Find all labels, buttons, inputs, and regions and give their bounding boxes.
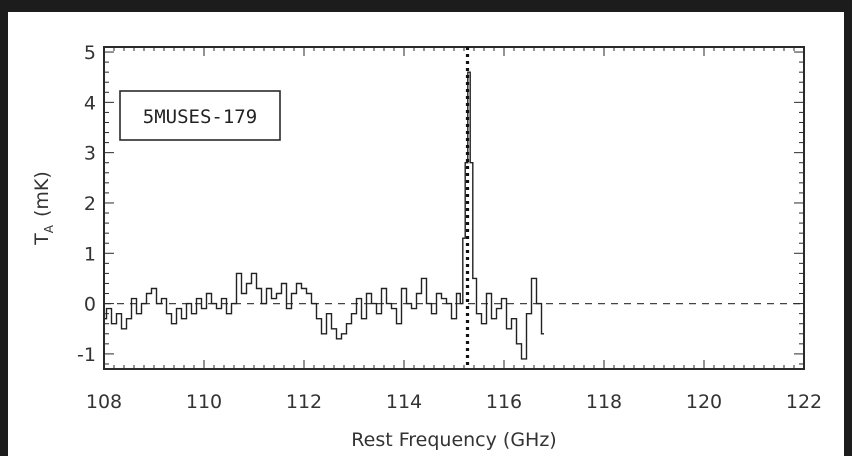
x-tick-label: 112 <box>286 391 322 413</box>
plot-frame <box>103 46 805 370</box>
label-box-frame <box>119 90 281 141</box>
y-axis-title-main: T <box>31 233 53 246</box>
series-line-0 <box>104 71 544 360</box>
plot-area <box>103 46 805 370</box>
x-tick-label: 118 <box>586 391 622 413</box>
x-ticks: 108 110 112 114 116 118 120 122 <box>86 47 822 413</box>
y-tick-label: 0 <box>84 294 96 316</box>
y-tick-label: -1 <box>77 344 96 366</box>
y-axis-title-unit: (mK) <box>31 171 53 217</box>
x-tick-label: 110 <box>186 391 222 413</box>
x-tick-label: 114 <box>386 391 422 413</box>
plot-figure: 108 110 112 114 116 118 120 122 -1 0 1 2 3 4 5 5MUSES… <box>8 12 844 456</box>
spectrum-chart: 108 110 112 114 116 118 120 122 -1 0 1 2 3 4 5 5MUSES… <box>31 42 822 451</box>
series-layer <box>104 71 544 360</box>
y-ticks: -1 0 1 2 3 4 5 <box>77 42 804 366</box>
y-axis-title: TA (mK) <box>31 171 56 246</box>
label-box: 5MUSES-179 <box>119 90 281 141</box>
label-box-text: 5MUSES-179 <box>143 106 257 128</box>
y-tick-label: 3 <box>84 143 96 165</box>
y-tick-label: 1 <box>84 243 96 265</box>
x-tick-label: 108 <box>86 391 122 413</box>
y-tick-label: 2 <box>84 193 96 215</box>
y-axis-title-subscript: A <box>42 224 56 233</box>
y-tick-label: 4 <box>84 92 96 114</box>
x-tick-label: 122 <box>786 391 822 413</box>
y-tick-label: 5 <box>84 42 96 64</box>
x-axis-title: Rest Frequency (GHz) <box>351 429 556 451</box>
x-tick-label: 120 <box>686 391 722 413</box>
x-tick-label: 116 <box>486 391 522 413</box>
